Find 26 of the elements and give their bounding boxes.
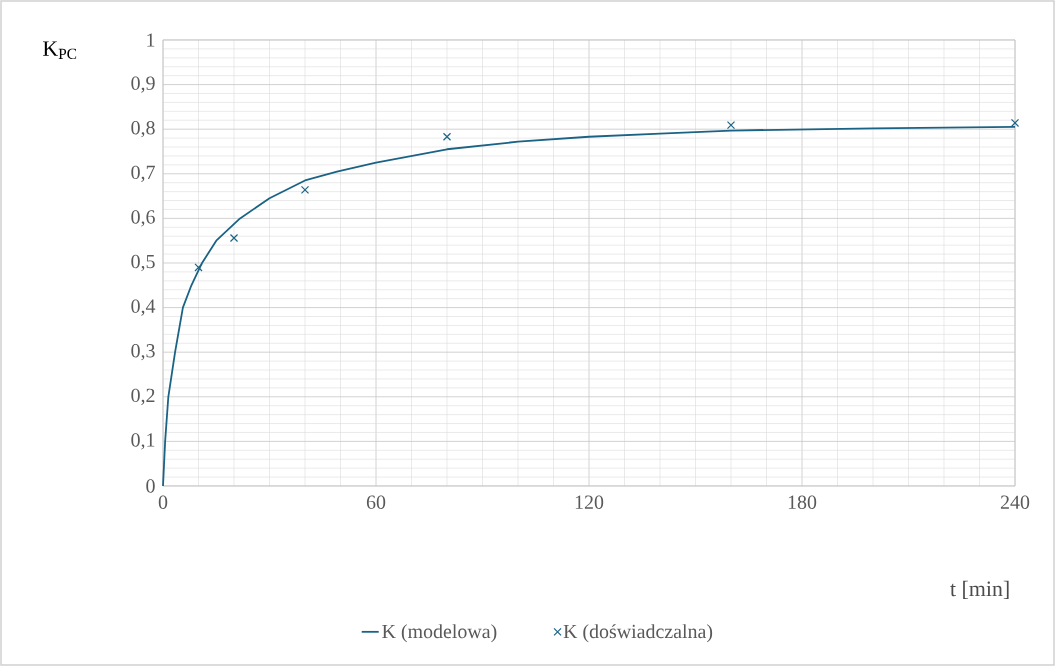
point <box>442 132 452 141</box>
y-tick-label: 0,4 <box>131 299 156 316</box>
legend-label: K (doświadczalna) <box>563 624 713 643</box>
y-tick-label: 0,8 <box>131 121 155 138</box>
point <box>229 233 239 243</box>
y-tick-label: 0,5 <box>131 254 155 272</box>
point <box>300 185 310 194</box>
y-tick-label: 0,6 <box>131 210 155 227</box>
x-axis-title: t [min] <box>950 580 1009 599</box>
y-tick-label: 0,7 <box>131 165 155 182</box>
point <box>194 263 203 272</box>
y-tick-label: 0 <box>146 479 155 493</box>
y-tick-label: 1 <box>147 33 155 47</box>
y-tick-label: 0,3 <box>131 344 155 361</box>
point <box>726 121 736 130</box>
y-tick-label: 0,2 <box>131 388 155 405</box>
x-tick-label: 60 <box>366 495 386 509</box>
y-tick-label: 0,1 <box>131 433 155 450</box>
x-tick-label: 120 <box>575 495 604 509</box>
x-tick-label: 180 <box>788 495 817 509</box>
x-tick-label: 240 <box>1000 495 1030 509</box>
x-tick-label: 0 <box>158 495 168 509</box>
y-axis-title: K$_{PC}$ <box>42 41 77 60</box>
point <box>1010 118 1020 128</box>
legend-label: K (modelowa) <box>382 624 497 643</box>
y-tick-label: 0,9 <box>131 76 155 93</box>
